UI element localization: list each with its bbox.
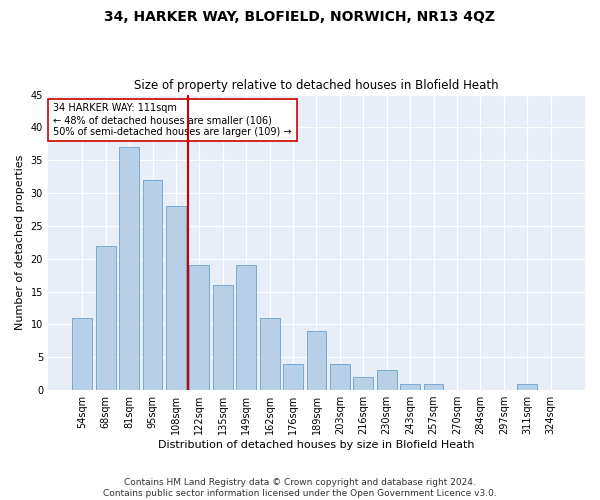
Bar: [377, 370, 397, 390]
Bar: [119, 147, 139, 390]
Bar: [96, 246, 116, 390]
Bar: [190, 266, 209, 390]
Bar: [260, 318, 280, 390]
X-axis label: Distribution of detached houses by size in Blofield Heath: Distribution of detached houses by size …: [158, 440, 475, 450]
Bar: [283, 364, 303, 390]
Bar: [213, 285, 233, 390]
Bar: [166, 206, 186, 390]
Bar: [236, 266, 256, 390]
Bar: [400, 384, 420, 390]
Bar: [517, 384, 537, 390]
Bar: [424, 384, 443, 390]
Bar: [330, 364, 350, 390]
Bar: [353, 377, 373, 390]
Bar: [143, 180, 163, 390]
Text: 34, HARKER WAY, BLOFIELD, NORWICH, NR13 4QZ: 34, HARKER WAY, BLOFIELD, NORWICH, NR13 …: [104, 10, 496, 24]
Bar: [307, 331, 326, 390]
Bar: [73, 318, 92, 390]
Text: 34 HARKER WAY: 111sqm
← 48% of detached houses are smaller (106)
50% of semi-det: 34 HARKER WAY: 111sqm ← 48% of detached …: [53, 104, 292, 136]
Y-axis label: Number of detached properties: Number of detached properties: [15, 154, 25, 330]
Text: Contains HM Land Registry data © Crown copyright and database right 2024.
Contai: Contains HM Land Registry data © Crown c…: [103, 478, 497, 498]
Title: Size of property relative to detached houses in Blofield Heath: Size of property relative to detached ho…: [134, 79, 499, 92]
